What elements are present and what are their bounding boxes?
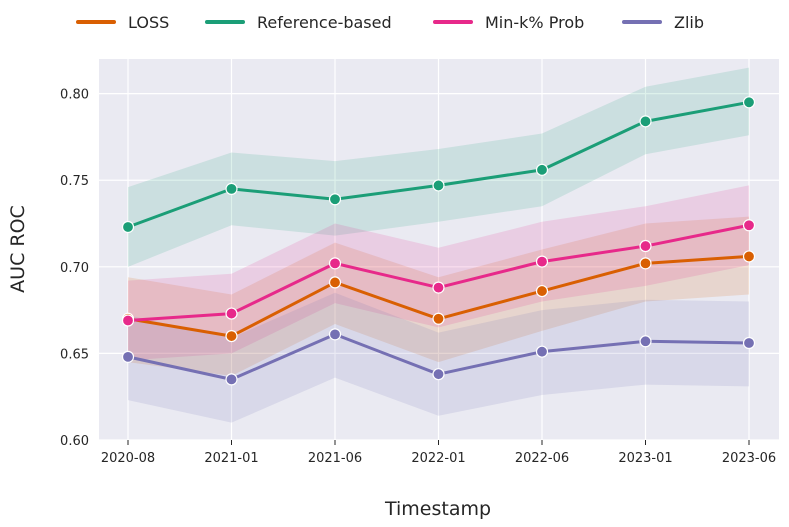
point-loss	[432, 312, 445, 325]
x-tick-label: 2021-01	[204, 451, 258, 466]
point-min-k-prob	[225, 307, 238, 320]
point-reference-based	[742, 96, 756, 109]
point-zlib	[121, 350, 135, 363]
point-reference-based	[121, 220, 135, 234]
y-axis-label: AUC ROC	[7, 205, 29, 293]
band-reference-based	[128, 67, 749, 267]
x-tick-label: 2023-06	[722, 451, 776, 466]
point-loss	[225, 329, 238, 343]
point-loss	[742, 250, 756, 263]
point-loss	[535, 284, 549, 298]
point-loss	[328, 276, 342, 289]
point-reference-based	[639, 115, 652, 128]
legend-label-loss: LOSS	[128, 13, 169, 32]
x-tick-label: 2021-06	[308, 451, 362, 466]
x-tick-label: 2022-06	[515, 451, 569, 466]
y-tick-label: 0.65	[60, 347, 89, 362]
band-min-k-prob	[128, 185, 749, 361]
point-reference-based	[225, 182, 238, 195]
y-tick-label: 0.70	[60, 261, 89, 276]
point-min-k-prob	[432, 281, 445, 294]
legend-label-reference-based: Reference-based	[257, 13, 392, 32]
point-zlib	[639, 335, 652, 348]
point-min-k-prob	[121, 314, 135, 327]
point-min-k-prob	[328, 257, 342, 270]
confidence-bands	[128, 67, 749, 423]
point-reference-based	[535, 163, 549, 176]
point-zlib	[535, 345, 549, 358]
x-tick-label: 2023-01	[618, 451, 672, 466]
legend: LOSS Reference-based Min-k% Prob Zlib	[76, 13, 704, 32]
y-tick-label: 0.60	[60, 434, 89, 449]
series-markers	[121, 96, 756, 386]
point-loss	[639, 257, 652, 270]
point-reference-based	[328, 193, 342, 206]
point-zlib	[225, 373, 238, 386]
y-tick-label: 0.80	[60, 88, 89, 103]
x-axis-label: Timestamp	[384, 498, 491, 520]
point-zlib	[432, 368, 445, 381]
x-tick-label: 2022-01	[411, 451, 465, 466]
point-zlib	[742, 336, 756, 350]
point-min-k-prob	[742, 219, 756, 232]
point-zlib	[328, 328, 342, 341]
y-axis-ticks: 0.60 0.65 0.70 0.75 0.80	[60, 88, 89, 449]
x-axis-ticks: 2020-08 2021-01 2021-06 2022-01 2022-06 2023-…	[101, 440, 776, 466]
y-tick-label: 0.75	[60, 174, 89, 189]
x-tick-label: 2020-08	[101, 451, 155, 466]
point-min-k-prob	[535, 255, 549, 268]
band-zlib	[128, 292, 749, 423]
legend-label-min-k-prob: Min-k% Prob	[485, 13, 584, 32]
legend-label-zlib: Zlib	[674, 13, 704, 32]
point-min-k-prob	[639, 239, 652, 253]
point-reference-based	[432, 179, 445, 192]
band-loss	[128, 216, 749, 376]
